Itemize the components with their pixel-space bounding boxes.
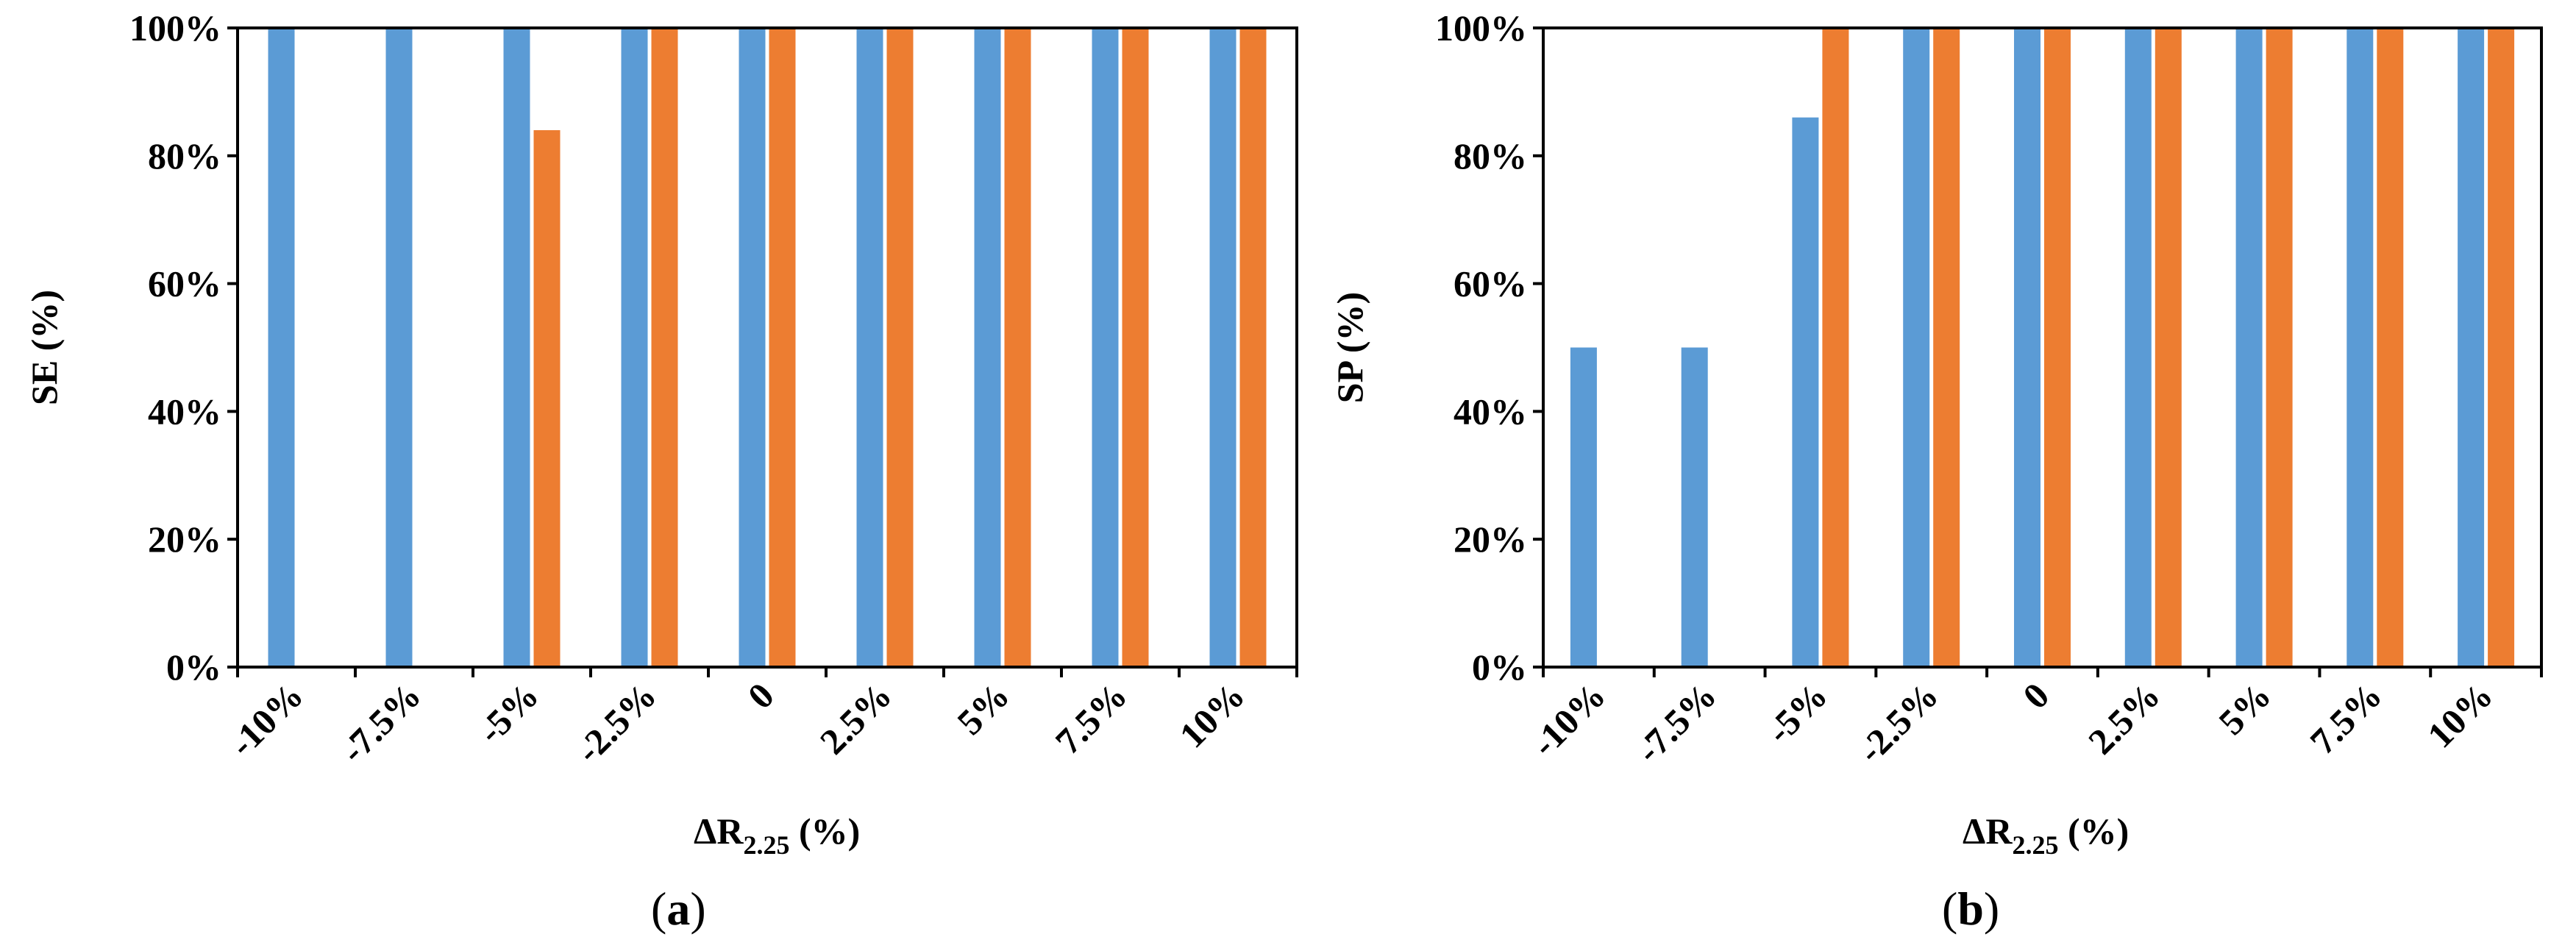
bar-series-1-2 — [503, 28, 530, 667]
y-tick-label-3: 60% — [1454, 263, 1527, 304]
x-ticks: -10% -7.5% -5% -2.5% 0 2.5% 5% 7.5% 10% — [1523, 667, 2543, 771]
plot-frame — [1542, 26, 2543, 669]
bar-series-2-2 — [533, 130, 561, 667]
bar-series-1-3 — [1903, 28, 1930, 667]
bar-series-2-6 — [1004, 28, 1031, 667]
bar-series-2-7 — [1122, 28, 1149, 667]
chart-panel-b: 0% 20% 40% 60% 80% 100% -10% -7.5% -5% -2.5% 0 2.5%… — [1329, 7, 2543, 935]
bar-series-2-4 — [769, 28, 796, 667]
x-axis-label-suffix: (%) — [2058, 810, 2129, 852]
y-axis-label: SP (%) — [1329, 292, 1370, 403]
x-ticks: -10% -7.5% -5% -2.5% 0 2.5% 5% 7.5% 10% — [221, 667, 1298, 771]
x-tick-label-4: 0 — [2015, 674, 2057, 716]
y-axis-label: SE (%) — [24, 290, 65, 405]
x-tick-label-7: 7.5% — [1047, 674, 1135, 762]
x-tick-label-6: 5% — [949, 674, 1017, 743]
x-tick-label-2: -5% — [1758, 674, 1835, 751]
x-axis-label-main: ΔR — [694, 810, 744, 852]
bar-series-1-8 — [1209, 28, 1237, 667]
x-tick-label-3: -2.5% — [1850, 674, 1946, 771]
x-tick-label-4: 0 — [740, 674, 782, 716]
y-tick-label-5: 100% — [1435, 7, 1527, 49]
panel-label: (b) — [1942, 883, 1999, 935]
bar-series-2-5 — [2155, 28, 2182, 667]
bar-series-1-0 — [1570, 347, 1597, 667]
panel-label-open: ( — [1942, 883, 1957, 935]
bars-group — [1570, 28, 2515, 667]
panel-label-open: ( — [651, 883, 666, 935]
x-tick-label-8: 10% — [2419, 674, 2500, 755]
y-tick-label-1: 20% — [1454, 518, 1527, 560]
x-axis-label: ΔR2.25 (%) — [694, 810, 860, 860]
x-axis-label-main: ΔR — [1963, 810, 2013, 852]
y-ticks: 0% 20% 40% 60% 80% 100% — [129, 7, 238, 688]
x-tick-label-6: 5% — [2210, 674, 2279, 743]
y-tick-label-2: 40% — [1454, 391, 1527, 432]
bar-series-2-5 — [886, 28, 914, 667]
bar-series-1-4 — [2014, 28, 2040, 667]
bar-series-1-5 — [856, 28, 883, 667]
y-tick-label-5: 100% — [129, 7, 221, 49]
bar-series-2-7 — [2377, 28, 2404, 667]
y-tick-label-3: 60% — [148, 263, 221, 304]
y-tick-label-4: 80% — [1454, 135, 1527, 177]
bars-group — [268, 28, 1267, 667]
bar-series-1-6 — [2235, 28, 2263, 667]
bar-series-2-3 — [651, 28, 678, 667]
bar-series-2-8 — [1239, 28, 1267, 667]
bar-series-1-0 — [268, 28, 295, 667]
x-tick-label-1: -7.5% — [1628, 674, 1724, 771]
x-axis-label-suffix: (%) — [789, 810, 860, 852]
bar-series-1-7 — [1092, 28, 1119, 667]
panel-label: (a) — [651, 883, 706, 935]
bar-series-1-7 — [2346, 28, 2374, 667]
x-axis-label-sub: 2.25 — [2012, 830, 2058, 860]
y-tick-label-0: 0% — [1472, 646, 1527, 688]
bar-series-2-2 — [1822, 28, 1849, 667]
x-axis-label-sub: 2.25 — [743, 830, 789, 860]
y-tick-label-0: 0% — [166, 646, 221, 688]
y-tick-label-4: 80% — [148, 135, 221, 177]
x-tick-label-5: 2.5% — [812, 674, 900, 762]
x-tick-label-8: 10% — [1171, 674, 1252, 755]
bar-series-2-8 — [2488, 28, 2515, 667]
bar-series-1-8 — [2458, 28, 2485, 667]
plot-frame — [236, 26, 1298, 669]
x-tick-label-7: 7.5% — [2302, 674, 2389, 762]
y-tick-label-1: 20% — [148, 518, 221, 560]
panel-label-close: ) — [1984, 883, 1999, 935]
bar-series-2-6 — [2266, 28, 2293, 667]
bar-series-2-3 — [1933, 28, 1960, 667]
y-ticks: 0% 20% 40% 60% 80% 100% — [1435, 7, 1543, 688]
panel-label-letter: b — [1957, 883, 1984, 935]
x-tick-label-0: -10% — [1523, 674, 1613, 764]
bar-series-1-2 — [1792, 117, 1819, 667]
bar-series-1-1 — [385, 28, 413, 667]
bar-series-1-4 — [739, 28, 766, 667]
bar-series-1-6 — [974, 28, 1001, 667]
x-tick-label-3: -2.5% — [568, 674, 664, 771]
panel-label-close: ) — [690, 883, 705, 935]
x-tick-label-5: 2.5% — [2080, 674, 2168, 762]
x-tick-label-2: -5% — [469, 674, 546, 751]
bar-series-1-1 — [1681, 347, 1708, 667]
bar-series-1-3 — [621, 28, 648, 667]
bar-series-1-5 — [2124, 28, 2152, 667]
bar-series-2-4 — [2044, 28, 2071, 667]
x-tick-label-1: -7.5% — [332, 674, 429, 771]
x-axis-label: ΔR2.25 (%) — [1963, 810, 2129, 860]
y-tick-label-2: 40% — [148, 391, 221, 432]
chart-panel-a: 0% 20% 40% 60% 80% 100% -10% -7.5% -5% -2.5% 0 2.5%… — [24, 7, 1298, 935]
panel-label-letter: a — [666, 883, 690, 935]
x-tick-label-0: -10% — [221, 674, 311, 764]
